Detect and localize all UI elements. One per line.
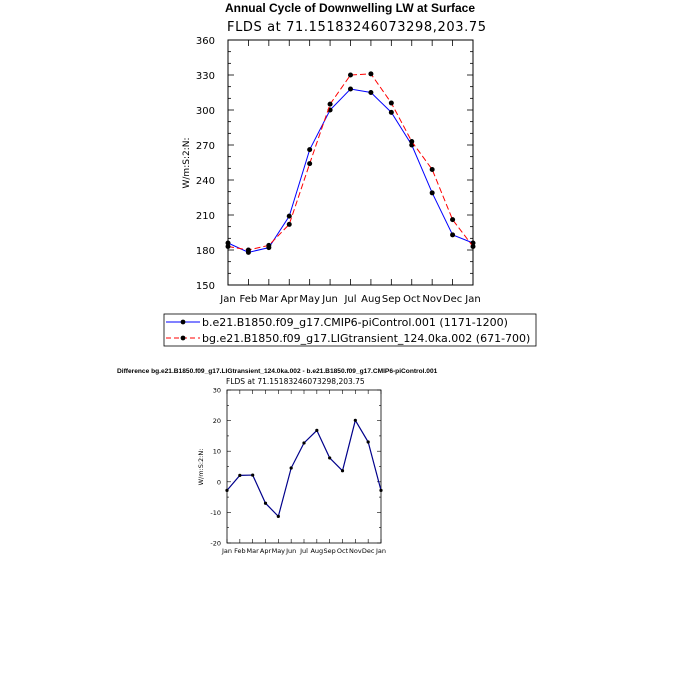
series-line-0 <box>227 88 474 253</box>
x-tick-label: Mar <box>247 547 260 555</box>
x-tick-label: Feb <box>234 547 246 555</box>
y-tick-label: 10 <box>213 448 221 456</box>
x-tick-label: Jan <box>219 294 235 305</box>
legend-label-transient: bg.e21.B1850.f09_g17.LIGtransient_124.0k… <box>202 332 530 345</box>
data-point <box>366 440 370 444</box>
x-tick-label: Jan <box>375 547 386 555</box>
data-point <box>429 167 435 172</box>
data-point <box>429 190 435 196</box>
x-tick-label: Nov <box>422 294 442 305</box>
y-tick-label: 300 <box>196 106 215 117</box>
x-tick-label: Sep <box>324 547 336 555</box>
legend-label-control: b.e21.B1850.f09_g17.CMIP6-piControl.001 … <box>202 316 508 329</box>
legend-box <box>163 313 537 347</box>
data-point <box>348 86 353 92</box>
x-tick-label: Feb <box>240 294 258 305</box>
x-tick-label: Oct <box>337 547 349 555</box>
data-point <box>251 473 255 477</box>
x-tick-label: Dec <box>443 294 462 305</box>
data-point <box>289 466 293 470</box>
y-tick-label: 180 <box>196 246 215 257</box>
x-tick-label: Mar <box>259 294 279 305</box>
y-tick-label: 240 <box>196 176 215 187</box>
legend-marker-transient <box>180 335 186 341</box>
y-tick-label: 0 <box>217 478 221 486</box>
data-point <box>388 100 394 106</box>
data-point <box>286 213 292 219</box>
y-tick-label: 150 <box>196 281 215 292</box>
difference-chart-subtitle: FLDS at 71.15183246073298,203.75 <box>226 377 365 386</box>
y-tick-label: 360 <box>196 36 215 47</box>
x-tick-label: Aug <box>310 547 323 555</box>
data-point <box>450 217 456 223</box>
x-tick-label: Jun <box>321 294 338 305</box>
data-point <box>327 101 333 107</box>
data-point <box>245 247 251 253</box>
data-point <box>225 240 231 246</box>
x-tick-label: Dec <box>362 547 375 555</box>
data-point <box>353 418 357 422</box>
data-point <box>302 441 306 445</box>
main-chart-title: Annual Cycle of Downwelling LW at Surfac… <box>225 1 475 15</box>
data-point <box>368 90 374 95</box>
data-point <box>286 221 292 227</box>
data-point <box>348 72 353 78</box>
x-tick-label: Jul <box>299 547 308 555</box>
data-point <box>388 109 394 115</box>
x-tick-label: Sep <box>382 294 401 305</box>
y-tick-label: -10 <box>210 509 221 517</box>
data-point <box>307 147 313 153</box>
x-tick-label: Jan <box>221 547 232 555</box>
x-tick-label: Jul <box>343 294 356 305</box>
data-point <box>238 473 242 477</box>
main-y-axis-label: W/m:S:2:N: <box>182 138 192 189</box>
series-line-0 <box>226 418 382 518</box>
data-point <box>266 242 272 248</box>
x-tick-label: Nov <box>349 547 362 555</box>
data-point <box>263 501 268 505</box>
x-tick-label: Aug <box>361 294 381 305</box>
y-tick-label: 30 <box>213 387 221 395</box>
data-point <box>340 469 345 473</box>
main-chart-subtitle: FLDS at 71.15183246073298,203.75 <box>227 20 487 35</box>
y-tick-label: 210 <box>196 211 215 222</box>
x-tick-label: May <box>272 547 286 555</box>
y-tick-label: -20 <box>210 540 221 548</box>
data-point <box>225 244 231 249</box>
difference-chart-title: Difference bg.e21.B1850.f09_g17.LIGtrans… <box>117 368 438 375</box>
difference-y-axis-label: W/m:S:2:N: <box>197 449 205 486</box>
difference-plot-frame <box>226 389 382 544</box>
data-point <box>307 161 313 167</box>
legend-marker-control <box>180 319 186 325</box>
difference-chart: Difference bg.e21.B1850.f09_g17.LIGtrans… <box>117 368 438 555</box>
series-line-1 <box>227 73 474 251</box>
x-tick-label: Jun <box>285 547 296 555</box>
y-tick-label: 330 <box>196 71 215 82</box>
legend: b.e21.B1850.f09_g17.CMIP6-piControl.001 … <box>163 313 537 347</box>
data-point <box>450 232 456 238</box>
x-tick-label: May <box>299 294 320 305</box>
data-point <box>315 428 319 432</box>
x-tick-label: Apr <box>281 294 299 305</box>
data-point <box>328 456 332 460</box>
data-point <box>225 488 229 492</box>
y-tick-label: 270 <box>196 141 215 152</box>
data-point <box>409 139 415 144</box>
y-tick-label: 20 <box>213 417 221 425</box>
main-chart: Annual Cycle of Downwelling LW at Surfac… <box>163 1 537 347</box>
data-point <box>379 488 383 492</box>
data-point <box>368 71 374 77</box>
x-tick-label: Apr <box>260 547 272 555</box>
x-tick-label: Oct <box>403 294 420 305</box>
data-point <box>276 514 280 518</box>
x-tick-label: Jan <box>464 294 480 305</box>
data-point <box>470 244 476 249</box>
